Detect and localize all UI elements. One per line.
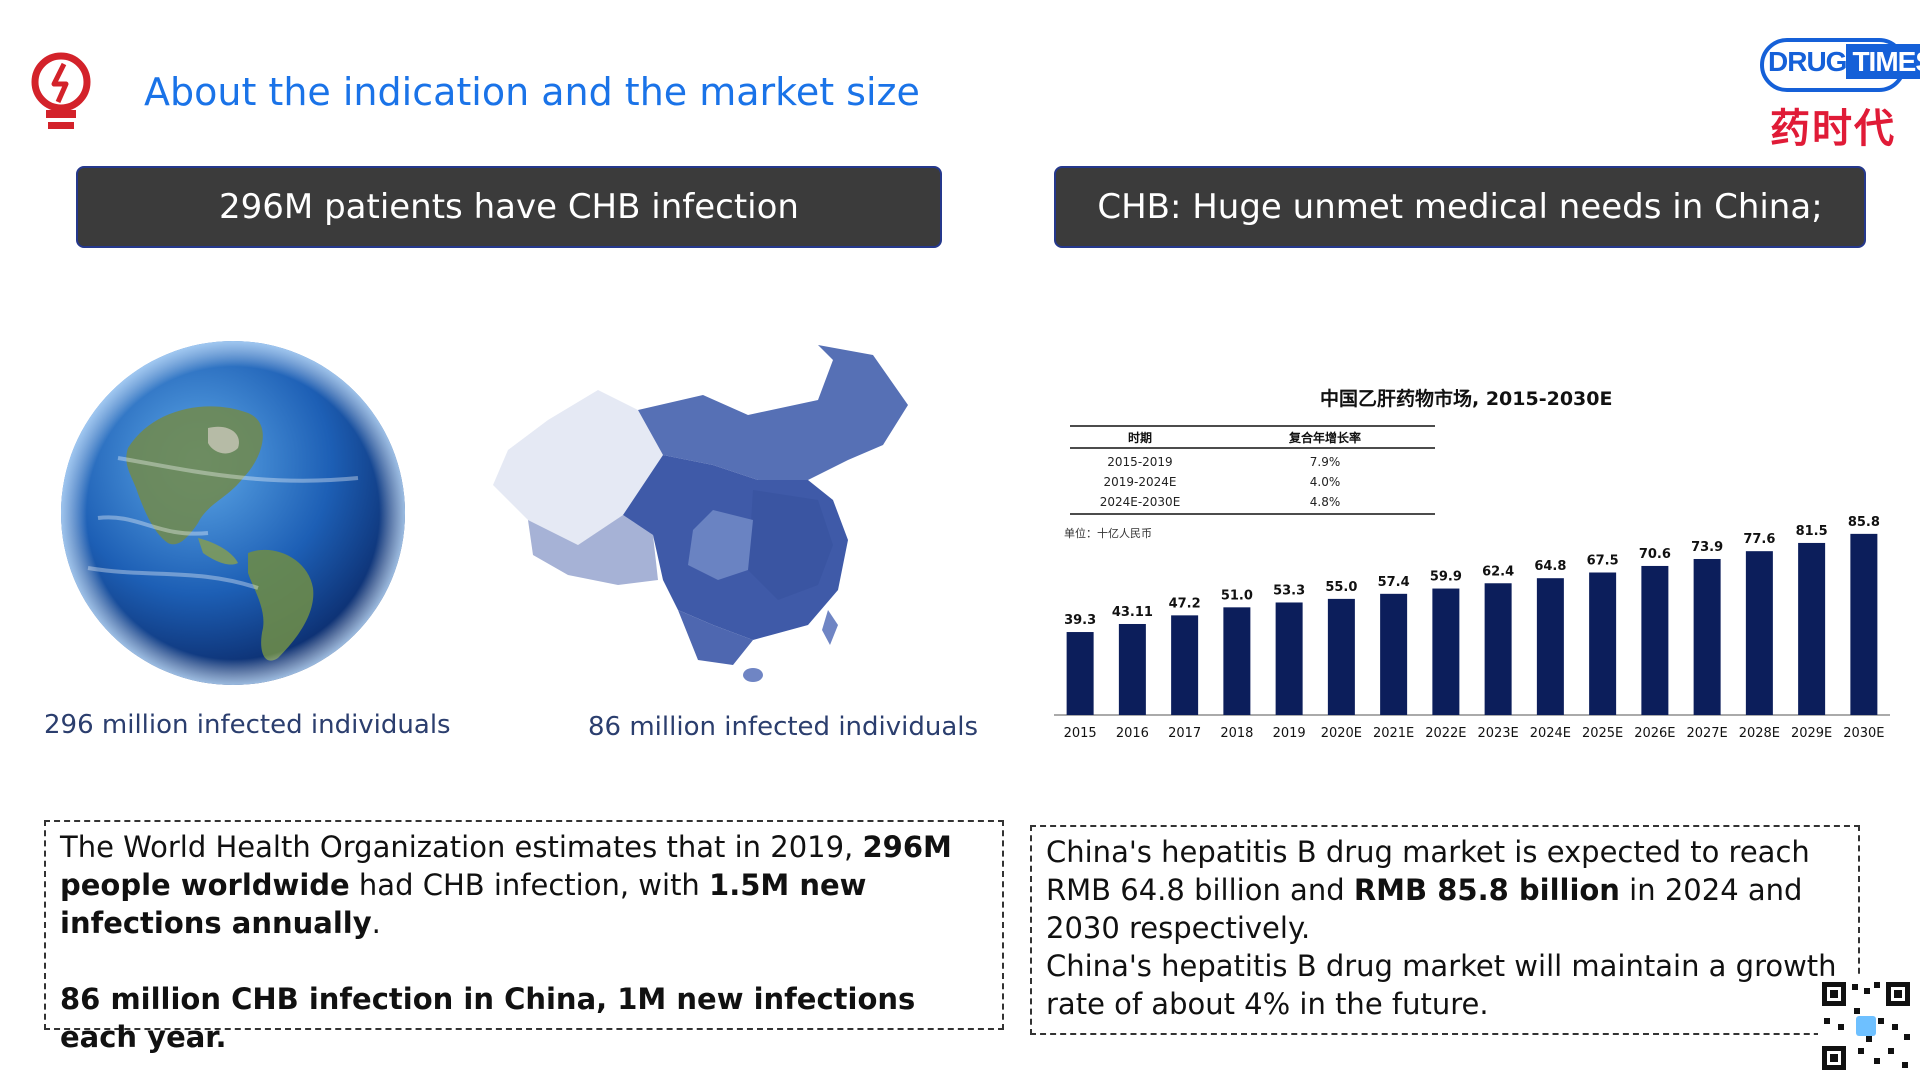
globe-image bbox=[61, 341, 405, 685]
x-tick-label: 2027E bbox=[1686, 726, 1727, 741]
bar-2023E bbox=[1484, 583, 1512, 715]
x-tick-label: 2021E bbox=[1373, 726, 1414, 741]
bar-2022E bbox=[1432, 588, 1460, 715]
bar-2019 bbox=[1275, 602, 1303, 715]
bar-2017 bbox=[1171, 615, 1199, 715]
x-tick-label: 2020E bbox=[1321, 726, 1362, 741]
globe-caption: 296 million infected individuals bbox=[44, 710, 451, 740]
bar-label: 39.3 bbox=[1064, 613, 1096, 628]
x-tick-label: 2017 bbox=[1168, 726, 1201, 741]
table-cagr: 4.0% bbox=[1310, 475, 1341, 489]
header-box-right: CHB: Huge unmet medical needs in China; bbox=[1054, 166, 1866, 248]
bar-2026E bbox=[1641, 565, 1669, 715]
bar-label: 59.9 bbox=[1430, 570, 1462, 585]
bar-2016 bbox=[1118, 623, 1146, 715]
x-tick-label: 2015 bbox=[1064, 726, 1097, 741]
bar-label: 73.9 bbox=[1691, 540, 1723, 555]
bar-label: 57.4 bbox=[1378, 575, 1410, 590]
x-tick-label: 2018 bbox=[1220, 726, 1253, 741]
x-tick-label: 2026E bbox=[1634, 726, 1675, 741]
bar-label: 53.3 bbox=[1273, 583, 1305, 598]
table-period: 2019-2024E bbox=[1104, 475, 1177, 489]
header-box-left: 296M patients have CHB infection bbox=[76, 166, 942, 248]
bars: 39.3 2015 43.11 2016 47.2 2017 51.0 2018 53.3 201… bbox=[1054, 515, 1890, 741]
bar-label: 55.0 bbox=[1325, 580, 1357, 595]
x-tick-label: 2025E bbox=[1582, 726, 1623, 741]
bar-label: 67.5 bbox=[1587, 554, 1619, 569]
bar-2030E bbox=[1850, 533, 1878, 715]
market-text-box: China's hepatitis B drug market is expec… bbox=[1030, 825, 1860, 1035]
x-tick-label: 2023E bbox=[1477, 726, 1518, 741]
bar-2024E bbox=[1536, 578, 1564, 715]
x-tick-label: 2016 bbox=[1116, 726, 1149, 741]
chart-svg: 时期 复合年增长率 2015-2019 7.9% 2019-2024E 4.0% 2024E… bbox=[1054, 425, 1890, 741]
table-cagr: 7.9% bbox=[1310, 455, 1341, 469]
market-chart: 中国乙肝药物市场, 2015-2030E 时期 复合年增长率 2015-2019 7.… bbox=[1040, 370, 1900, 750]
bar-label: 51.0 bbox=[1221, 588, 1253, 603]
unit-label: 单位：十亿人民币 bbox=[1064, 526, 1152, 540]
qr-code bbox=[1818, 978, 1914, 1074]
table-period: 2024E-2030E bbox=[1100, 495, 1181, 509]
drugtimes-logo: DRUGTIMES 药时代 bbox=[1760, 38, 1920, 152]
lightbulb-icon bbox=[31, 52, 91, 129]
table-header: 复合年增长率 bbox=[1288, 430, 1361, 445]
bar-label: 43.11 bbox=[1112, 605, 1153, 620]
bar-label: 47.2 bbox=[1169, 596, 1201, 611]
bar-label: 70.6 bbox=[1639, 547, 1671, 562]
bar-2029E bbox=[1798, 542, 1826, 715]
bar-2018 bbox=[1223, 607, 1251, 715]
x-tick-label: 2019 bbox=[1273, 726, 1306, 741]
bar-2027E bbox=[1693, 558, 1721, 715]
chart-title: 中国乙肝药物市场, 2015-2030E bbox=[1320, 388, 1613, 410]
table-period: 2015-2019 bbox=[1107, 455, 1172, 469]
bar-label: 85.8 bbox=[1848, 515, 1880, 530]
table-cagr: 4.8% bbox=[1310, 495, 1341, 509]
bar-label: 77.6 bbox=[1743, 532, 1775, 547]
bar-label: 62.4 bbox=[1482, 564, 1514, 579]
cagr-table: 时期 复合年增长率 2015-2019 7.9% 2019-2024E 4.0% 2024E… bbox=[1064, 425, 1435, 540]
x-tick-label: 2022E bbox=[1425, 726, 1466, 741]
bar-label: 81.5 bbox=[1796, 524, 1828, 539]
china-map bbox=[493, 345, 908, 682]
table-header: 时期 bbox=[1128, 430, 1152, 445]
x-tick-label: 2028E bbox=[1739, 726, 1780, 741]
bar-label: 64.8 bbox=[1534, 559, 1566, 574]
bar-2028E bbox=[1745, 551, 1773, 715]
bar-2025E bbox=[1589, 572, 1617, 715]
x-tick-label: 2030E bbox=[1843, 726, 1884, 741]
who-text-box: The World Health Organization estimates … bbox=[44, 820, 1004, 1054]
bar-2015 bbox=[1066, 632, 1094, 715]
china-caption: 86 million infected individuals bbox=[588, 712, 979, 742]
x-tick-label: 2029E bbox=[1791, 726, 1832, 741]
x-tick-label: 2024E bbox=[1530, 726, 1571, 741]
bar-2021E bbox=[1380, 593, 1408, 715]
bar-2020E bbox=[1327, 598, 1355, 715]
page-title: About the indication and the market size bbox=[144, 70, 920, 114]
